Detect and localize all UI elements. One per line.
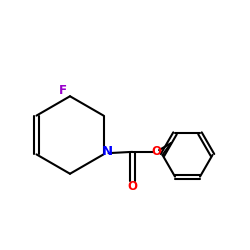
Text: F: F	[58, 84, 66, 96]
Text: O: O	[151, 145, 161, 158]
Text: O: O	[127, 180, 137, 192]
Text: N: N	[102, 145, 113, 158]
